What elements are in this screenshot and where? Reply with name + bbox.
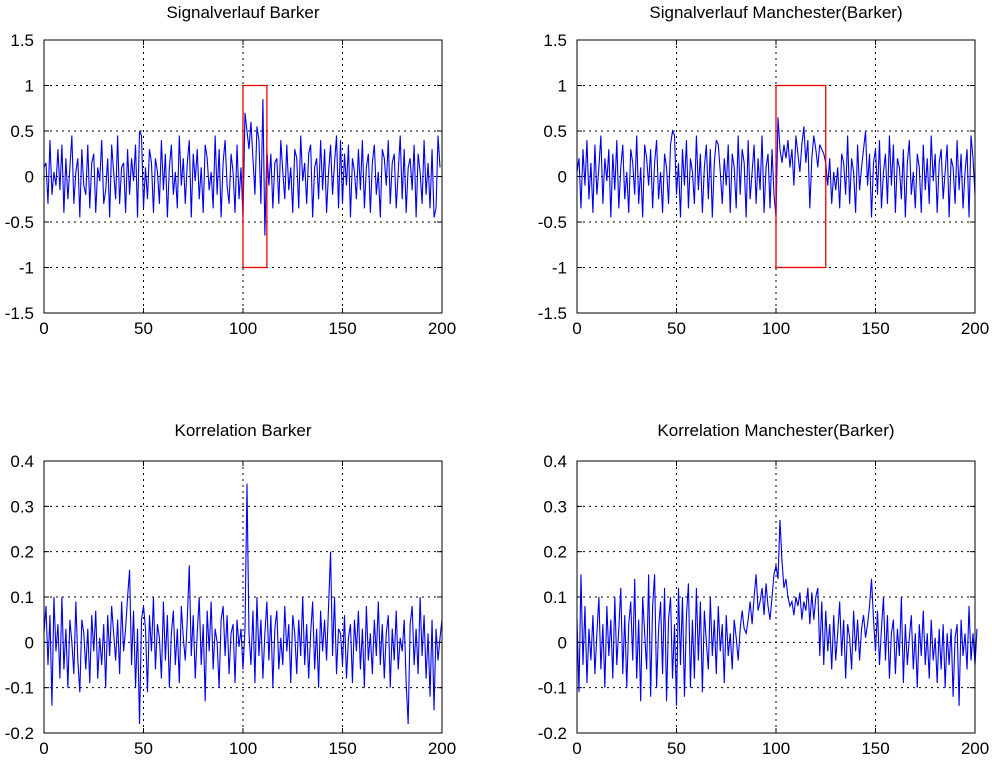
x-tick-label: 150 [328, 319, 356, 338]
x-tick-label: 100 [762, 319, 790, 338]
y-tick-label: 0.2 [10, 543, 34, 562]
y-tick-label: -1 [19, 259, 34, 278]
y-tick-label: 0.5 [10, 122, 34, 141]
y-tick-label: 0.5 [543, 122, 567, 141]
y-tick-label: 0.2 [543, 543, 567, 562]
y-tick-label: -0.2 [5, 724, 34, 743]
chart-title: Korrelation Manchester(Barker) [657, 421, 894, 440]
y-tick-label: 1 [558, 77, 567, 96]
y-tick-label: -1.5 [538, 304, 567, 323]
chart-title: Signalverlauf Manchester(Barker) [649, 3, 902, 22]
subplot-signalverlauf-barker: Signalverlauf Barker 0 50 100 150 200 -1.5 -1 -… [5, 3, 456, 338]
x-tick-label: 100 [762, 739, 790, 758]
x-tick-label: 0 [39, 739, 48, 758]
plot-frame [43, 39, 443, 314]
y-tick-label: -1 [552, 259, 567, 278]
y-tick-label: 0 [558, 168, 567, 187]
y-tick-label: 0 [558, 633, 567, 652]
y-tick-label: -0.1 [5, 679, 34, 698]
x-tick-label: 100 [229, 739, 257, 758]
y-tick-label: -0.5 [538, 213, 567, 232]
y-tick-label: 0 [25, 633, 34, 652]
x-tick-label: 200 [961, 319, 989, 338]
x-tick-label: 0 [39, 319, 48, 338]
highlight-box [775, 84, 827, 269]
series-line [43, 483, 443, 724]
subplot-korrelation-manchester-barker: Korrelation Manchester(Barker) 0 50 100 150… [538, 421, 989, 758]
highlight-box [242, 84, 268, 269]
x-tick-label: 200 [428, 319, 456, 338]
plot-frame [576, 460, 976, 734]
subplot-korrelation-barker: Korrelation Barker 0 50 100 150 200 -0.2 -0.1 0… [5, 421, 456, 758]
plot-frame [576, 39, 976, 314]
y-tick-label: 0.3 [543, 497, 567, 516]
x-tick-label: 50 [667, 319, 686, 338]
plot-frame [43, 460, 443, 734]
y-tick-label: 1.5 [543, 31, 567, 50]
x-tick-label: 50 [667, 739, 686, 758]
x-tick-label: 150 [861, 319, 889, 338]
y-tick-label: 0.4 [543, 452, 567, 471]
y-tick-label: -0.1 [538, 679, 567, 698]
y-tick-label: 1.5 [10, 31, 34, 50]
x-tick-label: 50 [134, 319, 153, 338]
x-tick-label: 0 [572, 319, 581, 338]
series-line [576, 519, 978, 706]
x-tick-label: 200 [961, 739, 989, 758]
chart-title: Signalverlauf Barker [166, 3, 319, 22]
chart-title: Korrelation Barker [174, 421, 311, 440]
x-tick-label: 150 [861, 739, 889, 758]
x-tick-label: 150 [328, 739, 356, 758]
x-tick-label: 0 [572, 739, 581, 758]
y-tick-label: -0.5 [5, 213, 34, 232]
y-tick-label: 0.1 [543, 588, 567, 607]
y-tick-label: 0.3 [10, 497, 34, 516]
y-tick-label: 0.4 [10, 452, 34, 471]
x-tick-label: 200 [428, 739, 456, 758]
y-tick-label: 0 [25, 168, 34, 187]
series-line [43, 99, 441, 236]
x-tick-label: 50 [134, 739, 153, 758]
y-tick-label: 1 [25, 77, 34, 96]
y-tick-label: -1.5 [5, 304, 34, 323]
x-tick-label: 100 [229, 319, 257, 338]
y-tick-label: 0.1 [10, 588, 34, 607]
y-tick-label: -0.2 [538, 724, 567, 743]
subplot-signalverlauf-manchester-barker: Signalverlauf Manchester(Barker) 0 50 100 1… [538, 3, 989, 338]
